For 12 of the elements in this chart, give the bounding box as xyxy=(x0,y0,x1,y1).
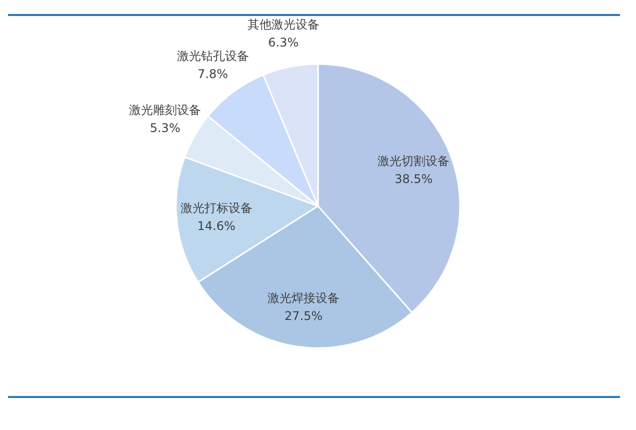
slice-label: 激光切割设备 xyxy=(378,154,450,168)
slice-label: 激光钻孔设备 xyxy=(176,48,249,63)
data-label: 14.6% xyxy=(197,218,236,233)
data-label: 7.8% xyxy=(198,66,228,81)
slice-label: 其他激光设备 xyxy=(247,17,320,32)
data-label: 38.5% xyxy=(394,172,433,186)
slice-label: 激光雕刻设备 xyxy=(129,102,202,117)
slice-label: 激光打标设备 xyxy=(180,200,252,215)
data-label: 6.3% xyxy=(268,35,299,50)
data-label: 27.5% xyxy=(284,309,323,324)
data-label: 5.3% xyxy=(150,120,180,135)
slice-label: 激光焊接设备 xyxy=(268,291,340,306)
